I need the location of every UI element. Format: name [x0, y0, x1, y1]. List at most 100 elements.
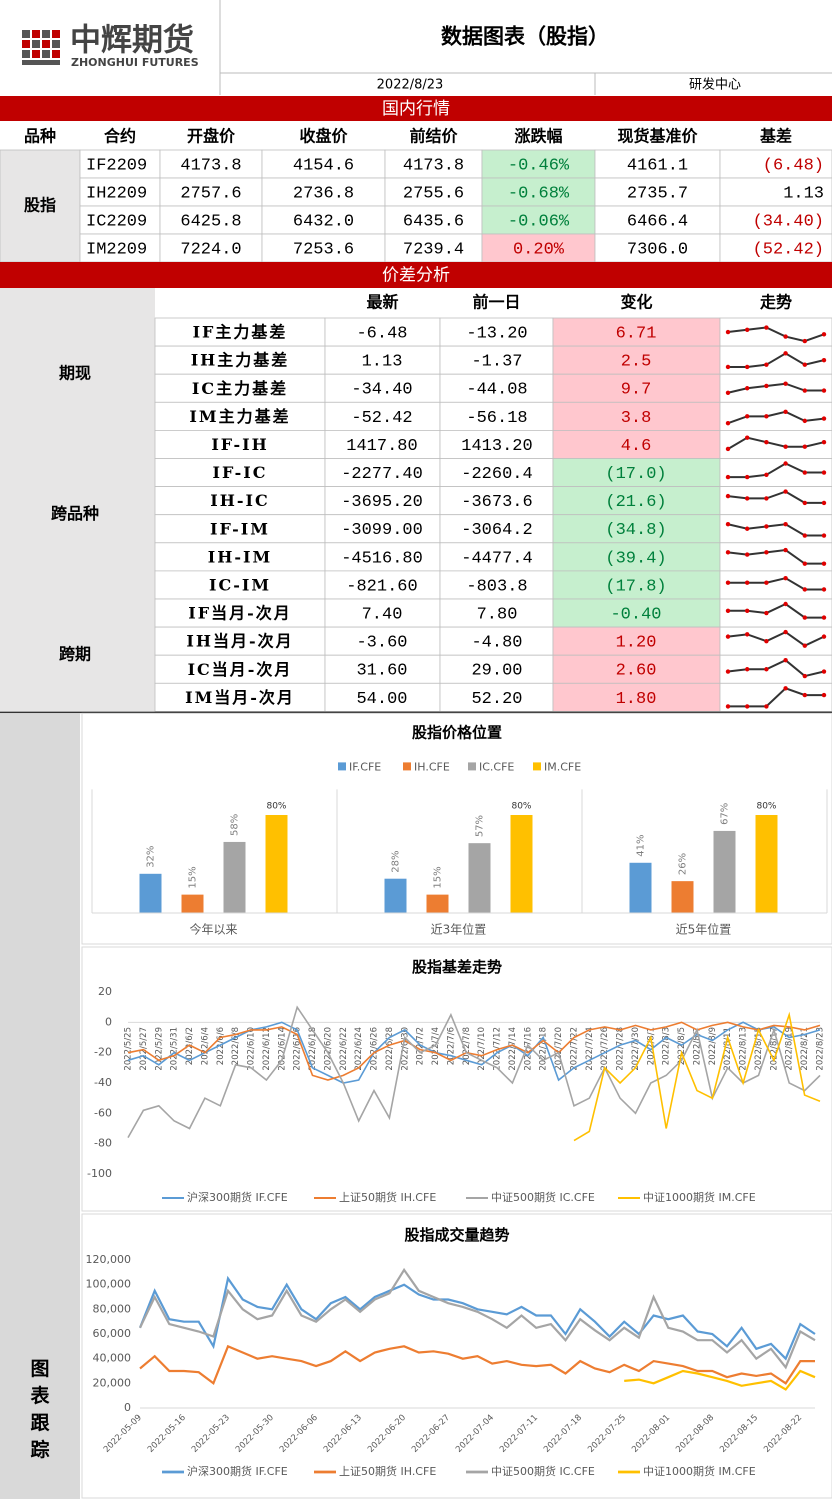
- sparkline-point: [745, 608, 750, 613]
- legend-swatch: [403, 762, 411, 771]
- y-tick-label: 0: [105, 1015, 112, 1028]
- sparkline: [727, 523, 824, 537]
- legend-label: 沪深300期货 IF.CFE: [187, 1464, 288, 1478]
- chart-title: 股指价格位置: [412, 723, 502, 741]
- x-tick-label: 2022/8/7: [692, 1027, 702, 1065]
- table-cell: 1.13: [362, 353, 403, 372]
- sparkline-point: [821, 416, 827, 421]
- x-tick-label: 2022/6/20: [323, 1027, 333, 1071]
- cell: [439, 514, 554, 544]
- sparkline-point: [783, 601, 788, 607]
- sparkline: [727, 410, 825, 425]
- table-cell: (34.40): [753, 212, 824, 231]
- y-tick-label: -60: [94, 1106, 112, 1119]
- chart-title: 股指成交量趋势: [404, 1226, 509, 1244]
- table-cell: 6.71: [616, 325, 657, 344]
- sparkline: [727, 436, 825, 450]
- value-label: 32%: [146, 846, 157, 868]
- chart-title: 股指基差走势: [412, 958, 502, 976]
- cell: [719, 205, 832, 235]
- cell: [719, 233, 832, 263]
- row-label: IH当月-次月: [186, 632, 293, 651]
- column-header: 开盘价: [187, 127, 236, 146]
- sparkline-point: [783, 547, 788, 553]
- table-cell: 29.00: [471, 662, 522, 681]
- table-cell: 7239.4: [403, 240, 464, 259]
- y-tick-label: 0: [124, 1401, 131, 1414]
- column-header: 现货基准价: [617, 127, 698, 146]
- sparkline-point: [725, 364, 731, 370]
- sparkline-point: [764, 414, 769, 419]
- row-label: IM主力基差: [189, 407, 290, 426]
- table-cell: 7.80: [477, 606, 518, 625]
- cell: [261, 205, 386, 235]
- x-tick-label: 2022/7/26: [600, 1027, 610, 1071]
- sparkline-point: [764, 550, 769, 555]
- sparkline-point: [783, 409, 788, 415]
- row-label: IH-IC: [210, 491, 269, 510]
- table-cell: -13.20: [466, 325, 527, 344]
- table-cell: 2.60: [616, 662, 657, 681]
- table-cell: 0.20%: [513, 240, 565, 259]
- sparkline-point: [745, 667, 750, 672]
- legend-label: 中证500期货 IC.CFE: [491, 1190, 595, 1204]
- sparkline-point: [764, 472, 769, 478]
- logo-en: ZHONGHUI FUTURES: [71, 56, 199, 69]
- x-tick-label: 2022/6/6: [216, 1027, 226, 1065]
- sparkline: [727, 490, 824, 504]
- x-tick-label: 2022/7/24: [585, 1027, 595, 1071]
- x-tick-label: 2022/8/3: [662, 1027, 672, 1065]
- bar: [265, 815, 288, 913]
- cell: [324, 626, 441, 656]
- chart-panel: [81, 712, 832, 945]
- x-tick-label: 2022/8/11: [723, 1027, 733, 1071]
- sparkline-point: [821, 615, 827, 620]
- table-cell: 2.5: [621, 353, 652, 372]
- cell: [154, 514, 326, 544]
- table-cell: 7306.0: [627, 240, 688, 259]
- cell: [594, 177, 721, 207]
- y-tick-label: 100,000: [86, 1278, 132, 1291]
- y-tick-label: 80,000: [93, 1302, 132, 1315]
- x-tick-label: 2022/6/16: [293, 1027, 303, 1071]
- cell: [261, 233, 386, 263]
- sparkline-point: [783, 686, 788, 691]
- x-tick-label: 2022/7/4: [431, 1027, 441, 1065]
- table-cell: -3.60: [356, 634, 407, 653]
- cell: [384, 233, 483, 263]
- sparkline-point: [764, 638, 769, 644]
- x-tick-label: 2022/8/15: [754, 1027, 764, 1071]
- table-cell: -0.06%: [508, 212, 570, 231]
- value-label: 80%: [266, 802, 286, 812]
- cell: [384, 149, 483, 179]
- bar: [629, 862, 652, 913]
- cell: [159, 177, 263, 207]
- sparkline-point: [725, 608, 731, 613]
- bar: [713, 830, 736, 913]
- table-cell: -4477.4: [461, 549, 532, 568]
- y-tick-label: -20: [94, 1046, 112, 1059]
- table-cell: (34.8): [605, 521, 666, 540]
- cell: [324, 401, 441, 431]
- cell: [439, 401, 554, 431]
- sparkline-point: [725, 329, 731, 335]
- cell: [719, 542, 832, 572]
- sparkline-point: [783, 351, 788, 356]
- sparkline-point: [725, 420, 731, 426]
- sidebar-label: 图: [30, 1358, 49, 1380]
- cell: [552, 570, 721, 600]
- column-header: 品种: [24, 127, 56, 146]
- row-label: IC-IM: [209, 575, 271, 594]
- line-series: [127, 1021, 821, 1084]
- section-title: 国内行情: [382, 99, 450, 119]
- sparkline-point: [725, 550, 731, 555]
- cell: [439, 429, 554, 459]
- sparkline-point: [783, 334, 788, 339]
- category-label: 今年以来: [189, 922, 237, 937]
- table-cell: 6432.0: [293, 212, 354, 231]
- sparkline-point: [764, 580, 769, 585]
- cell: [594, 205, 721, 235]
- table-cell: -44.08: [466, 381, 527, 400]
- sparkline-point: [783, 658, 788, 663]
